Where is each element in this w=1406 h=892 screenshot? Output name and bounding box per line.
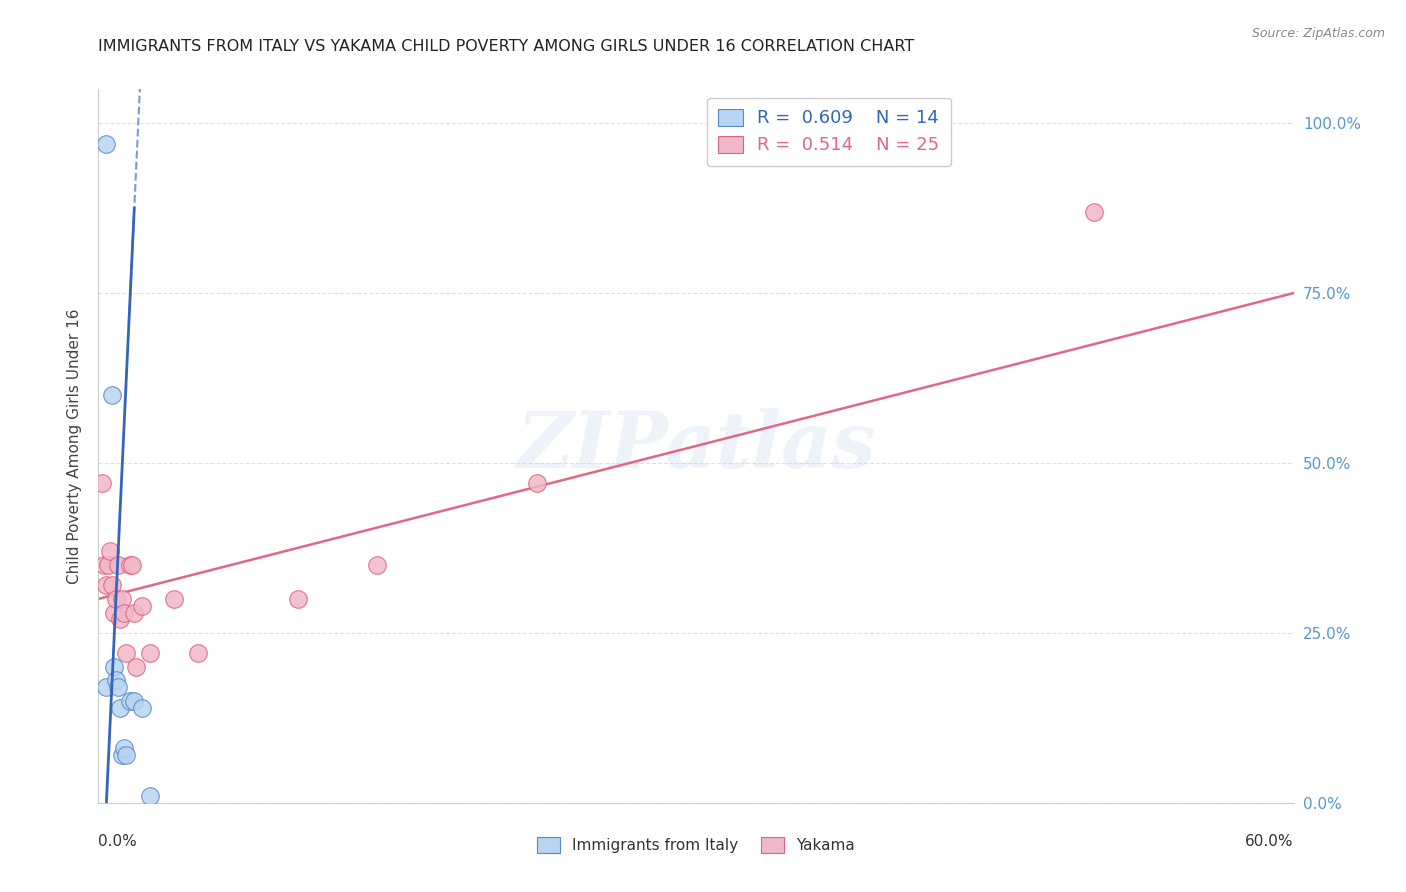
Point <box>110 612 132 626</box>
Text: ZIPatlas: ZIPatlas <box>516 408 876 484</box>
Point <box>163 591 186 606</box>
Point <box>187 646 209 660</box>
Point <box>91 476 114 491</box>
Point <box>97 558 120 572</box>
Point <box>105 673 128 688</box>
Legend: Immigrants from Italy, Yakama: Immigrants from Italy, Yakama <box>531 831 860 859</box>
Point <box>93 558 115 572</box>
Text: 0.0%: 0.0% <box>98 834 138 849</box>
Text: IMMIGRANTS FROM ITALY VS YAKAMA CHILD POVERTY AMONG GIRLS UNDER 16 CORRELATION C: IMMIGRANTS FROM ITALY VS YAKAMA CHILD PO… <box>98 38 915 54</box>
Point <box>115 646 138 660</box>
Point <box>131 700 153 714</box>
Point <box>101 578 124 592</box>
Point <box>103 660 125 674</box>
Point <box>112 606 135 620</box>
Point <box>526 476 548 491</box>
Point <box>96 136 118 151</box>
Point <box>111 591 134 606</box>
Point <box>139 646 162 660</box>
Point <box>120 694 142 708</box>
Point <box>96 680 118 694</box>
Text: 60.0%: 60.0% <box>1246 834 1294 849</box>
Point <box>111 748 134 763</box>
Point <box>287 591 309 606</box>
Y-axis label: Child Poverty Among Girls Under 16: Child Poverty Among Girls Under 16 <box>67 309 83 583</box>
Point <box>366 558 388 572</box>
Point <box>131 599 153 613</box>
Point <box>110 700 132 714</box>
Point <box>124 606 146 620</box>
Point <box>107 558 129 572</box>
Point <box>125 660 148 674</box>
Point <box>139 789 162 803</box>
Point <box>105 591 128 606</box>
Point <box>1083 204 1105 219</box>
Point <box>96 578 118 592</box>
Point <box>107 680 129 694</box>
Text: Source: ZipAtlas.com: Source: ZipAtlas.com <box>1251 27 1385 40</box>
Point <box>101 388 124 402</box>
Point <box>103 606 125 620</box>
Point <box>120 558 142 572</box>
Point <box>98 544 122 558</box>
Point <box>121 558 143 572</box>
Point <box>115 748 138 763</box>
Point <box>112 741 135 756</box>
Point <box>124 694 146 708</box>
